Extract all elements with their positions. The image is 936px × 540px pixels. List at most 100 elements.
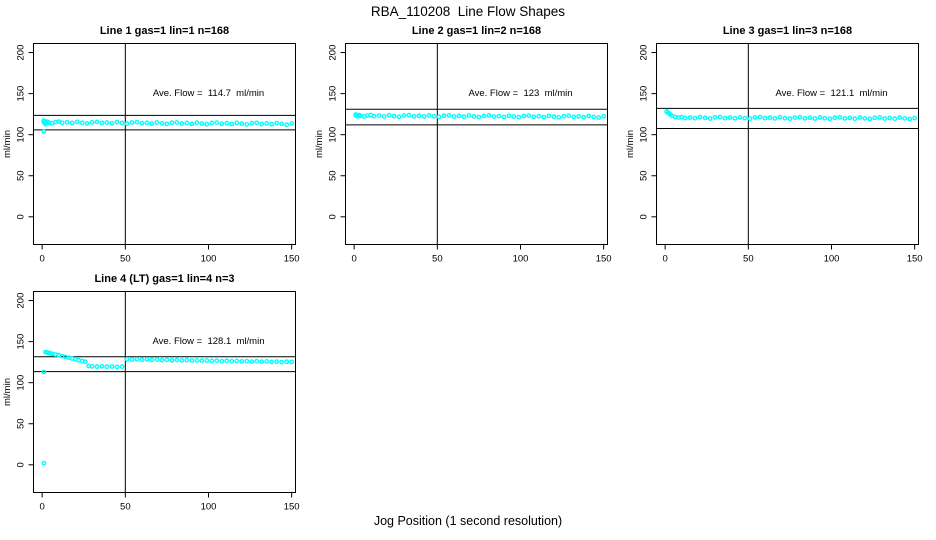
data-point <box>802 115 808 121</box>
data-point <box>822 115 828 121</box>
data-point <box>586 113 592 119</box>
data-point <box>817 115 823 120</box>
y-tick-label: 150 <box>16 334 27 350</box>
x-tick-label: 0 <box>40 254 45 265</box>
data-point <box>99 120 105 126</box>
data-point <box>259 121 265 127</box>
x-tick-label: 100 <box>824 254 840 265</box>
data-point <box>219 358 225 364</box>
y-tick-label: 150 <box>639 86 650 102</box>
data-point <box>531 114 537 120</box>
data-point <box>184 357 190 363</box>
data-point <box>506 113 512 119</box>
ave-flow-annotation: Ave. Flow = 123 ml/min <box>468 88 572 99</box>
ave-flow-annotation: Ave. Flow = 114.7 ml/min <box>153 88 264 99</box>
data-point <box>551 114 557 120</box>
data-point <box>179 358 185 363</box>
y-tick-label: 150 <box>16 86 27 102</box>
data-point <box>89 119 95 125</box>
data-point <box>124 121 130 127</box>
data-point <box>426 113 432 118</box>
data-point <box>84 121 90 126</box>
data-point <box>521 113 527 119</box>
y-tick-label: 50 <box>16 170 27 181</box>
data-point <box>189 358 195 364</box>
data-point <box>74 119 80 125</box>
x-tick-label: 0 <box>352 254 357 265</box>
y-tick-label: 200 <box>328 45 339 61</box>
y-tick-label: 0 <box>16 214 27 219</box>
data-point <box>747 116 753 122</box>
data-point <box>511 114 517 119</box>
data-point <box>104 120 110 125</box>
data-point <box>371 113 377 119</box>
data-point <box>194 120 200 126</box>
data-point <box>154 120 160 125</box>
data-point <box>169 357 175 363</box>
x-tick-label: 0 <box>40 502 45 513</box>
data-point <box>797 114 803 120</box>
data-series <box>41 118 295 134</box>
y-tick-label: 200 <box>16 293 27 309</box>
data-point <box>481 113 487 119</box>
data-point <box>772 116 778 121</box>
data-point <box>69 120 75 126</box>
subplot-title: Line 2 gas=1 lin=2 n=168 <box>412 25 541 37</box>
data-series <box>41 349 295 466</box>
data-point <box>114 364 120 370</box>
data-point <box>164 121 170 127</box>
y-tick-label: 0 <box>639 214 650 219</box>
data-point <box>159 357 165 363</box>
data-point <box>199 121 205 126</box>
data-point <box>279 359 285 365</box>
x-tick-label: 0 <box>663 254 668 265</box>
data-point <box>882 116 888 121</box>
plot-box <box>656 43 919 245</box>
data-point <box>692 115 698 121</box>
y-tick-label: 50 <box>16 418 27 429</box>
data-point <box>59 120 65 126</box>
data-point <box>41 129 47 134</box>
data-point <box>64 119 70 125</box>
data-point <box>279 121 285 127</box>
subplot-title: Line 1 gas=1 lin=1 n=168 <box>100 25 229 37</box>
x-axis-label: Jog Position (1 second resolution) <box>373 514 563 528</box>
data-point <box>857 115 863 120</box>
data-point <box>752 115 758 120</box>
data-point <box>561 113 567 119</box>
data-point <box>219 121 225 127</box>
data-point <box>199 358 205 364</box>
data-point <box>762 115 768 121</box>
y-tick-label: 200 <box>16 45 27 61</box>
data-point <box>109 120 115 126</box>
data-point <box>401 113 407 118</box>
data-point <box>239 359 245 364</box>
data-point <box>124 356 130 362</box>
data-point <box>249 359 255 365</box>
data-point <box>254 120 260 126</box>
y-axis-unit-label: ml/min <box>2 130 13 158</box>
data-point <box>269 121 275 127</box>
data-point <box>391 113 397 119</box>
data-point <box>431 113 437 119</box>
data-point <box>837 114 843 120</box>
data-point <box>436 114 442 120</box>
data-point <box>576 114 582 119</box>
data-point <box>244 122 250 127</box>
data-point <box>536 113 542 119</box>
data-point <box>269 359 275 365</box>
data-point <box>41 369 47 375</box>
subplot-title: Line 4 (LT) gas=1 lin=4 n=3 <box>94 273 234 285</box>
data-point <box>491 114 497 120</box>
data-point <box>89 364 95 369</box>
x-tick-label: 150 <box>596 254 612 265</box>
data-point <box>209 358 215 364</box>
data-point <box>119 120 125 126</box>
data-point <box>556 114 562 120</box>
y-tick-label: 0 <box>16 462 27 467</box>
data-point <box>83 359 88 365</box>
data-point <box>189 121 195 127</box>
data-point <box>129 120 135 125</box>
data-point <box>541 114 547 120</box>
data-point <box>154 357 160 363</box>
